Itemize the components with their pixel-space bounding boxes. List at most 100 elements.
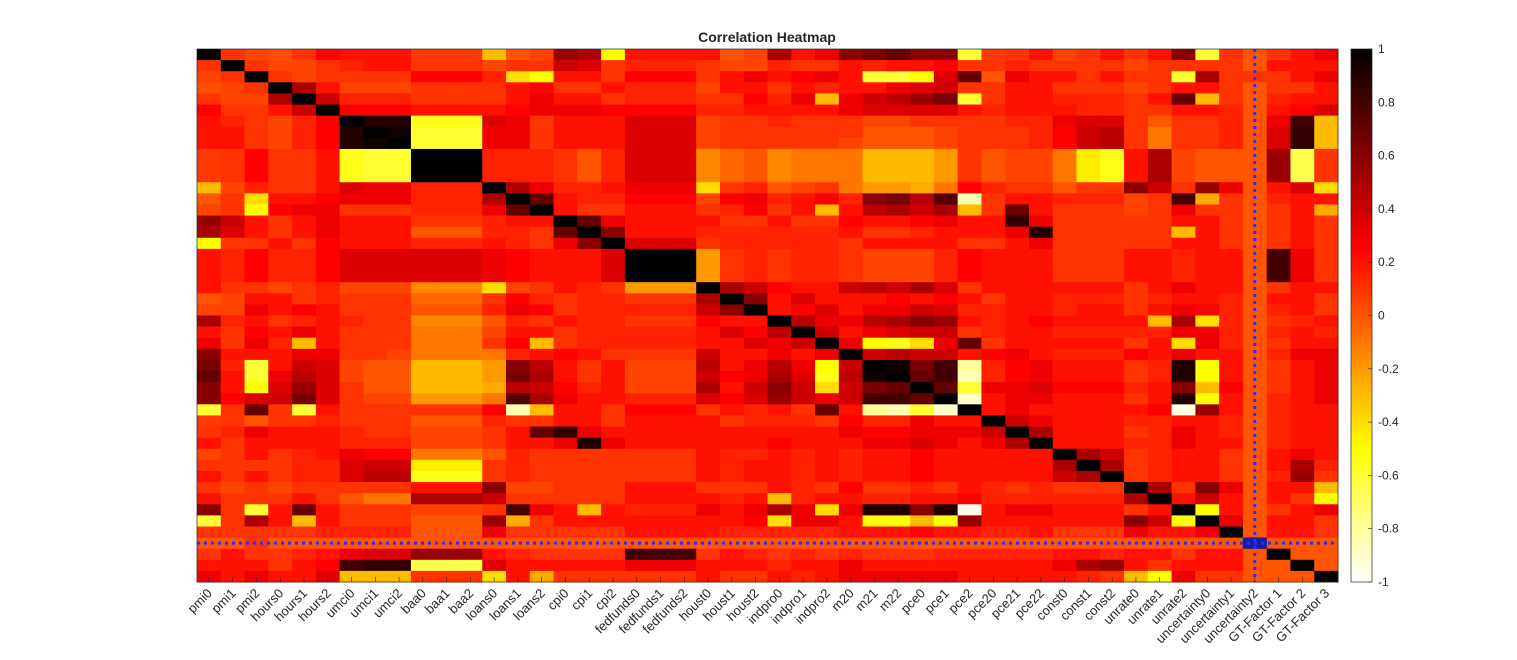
heatmap-cell bbox=[933, 437, 959, 450]
heatmap-cell bbox=[886, 282, 911, 294]
heatmap-cell bbox=[672, 160, 697, 172]
heatmap-cell bbox=[1314, 548, 1339, 561]
heatmap-cell bbox=[886, 382, 911, 394]
heatmap-cell bbox=[767, 148, 792, 161]
heatmap-cell bbox=[838, 526, 864, 539]
heatmap-cell bbox=[719, 126, 745, 139]
heatmap-cell bbox=[197, 393, 222, 405]
heatmap-cell bbox=[838, 248, 864, 261]
heatmap-cell bbox=[1005, 237, 1030, 250]
heatmap-cell bbox=[1290, 137, 1315, 150]
heatmap-cell bbox=[387, 193, 412, 205]
heatmap-cell bbox=[886, 470, 911, 483]
heatmap-cell bbox=[1076, 93, 1101, 106]
heatmap-cell bbox=[458, 315, 483, 328]
heatmap-cell bbox=[1028, 515, 1054, 527]
heatmap-cell bbox=[339, 326, 364, 339]
heatmap-cell bbox=[1242, 371, 1268, 383]
heatmap-cell bbox=[1171, 71, 1196, 83]
colorbar-tick-label: -0.2 bbox=[1378, 362, 1399, 376]
heatmap-cell bbox=[648, 304, 673, 316]
heatmap-cell bbox=[577, 393, 602, 405]
heatmap-cell bbox=[553, 371, 578, 383]
heatmap-cell bbox=[1195, 526, 1220, 539]
heatmap-cell bbox=[1028, 359, 1054, 372]
heatmap-cell bbox=[577, 171, 602, 183]
heatmap-cell bbox=[672, 515, 697, 527]
heatmap-cell bbox=[1195, 71, 1220, 83]
heatmap-cell bbox=[1266, 304, 1291, 316]
heatmap-cell bbox=[957, 348, 982, 361]
heatmap-cell bbox=[933, 326, 959, 339]
heatmap-cell bbox=[696, 493, 721, 505]
heatmap-cell bbox=[482, 537, 507, 550]
heatmap-cell bbox=[1005, 204, 1030, 217]
heatmap-cell bbox=[1266, 271, 1291, 283]
heatmap-cell bbox=[220, 82, 246, 94]
heatmap-cell bbox=[1219, 160, 1244, 172]
heatmap-cell bbox=[1028, 282, 1054, 294]
heatmap-cell bbox=[767, 315, 792, 328]
heatmap-cell bbox=[791, 348, 816, 361]
heatmap-cell bbox=[268, 104, 293, 117]
heatmap-cell bbox=[339, 348, 364, 361]
heatmap-cell bbox=[910, 71, 935, 83]
heatmap-cell bbox=[506, 348, 531, 361]
heatmap-cell bbox=[506, 359, 531, 372]
heatmap-cell bbox=[244, 137, 269, 150]
heatmap-cell bbox=[529, 559, 555, 572]
heatmap-cell bbox=[743, 482, 768, 494]
heatmap-cell bbox=[529, 304, 555, 316]
heatmap-cell bbox=[315, 448, 341, 461]
heatmap-cell bbox=[767, 470, 792, 483]
heatmap-cell bbox=[1147, 126, 1173, 139]
heatmap-cell bbox=[1195, 193, 1220, 205]
heatmap-cell bbox=[767, 382, 792, 394]
heatmap-cell bbox=[197, 548, 222, 561]
heatmap-cell bbox=[292, 326, 317, 339]
heatmap-cell bbox=[315, 182, 341, 194]
heatmap-cell bbox=[292, 60, 317, 72]
heatmap-cell bbox=[1290, 459, 1315, 472]
heatmap-cell bbox=[696, 93, 721, 106]
heatmap-cell bbox=[1124, 259, 1149, 272]
heatmap-cell bbox=[743, 493, 768, 505]
heatmap-cell bbox=[838, 82, 864, 94]
heatmap-cell bbox=[1028, 182, 1054, 194]
heatmap-cell bbox=[672, 470, 697, 483]
heatmap-cell bbox=[910, 371, 935, 383]
heatmap-cell bbox=[506, 293, 531, 305]
heatmap-cell bbox=[648, 526, 673, 539]
heatmap-cell bbox=[910, 259, 935, 272]
heatmap-cell bbox=[624, 126, 650, 139]
heatmap-cell bbox=[696, 426, 721, 439]
heatmap-cell bbox=[624, 60, 650, 72]
heatmap-cell bbox=[696, 282, 721, 294]
heatmap-cell bbox=[1100, 204, 1125, 217]
heatmap-cell bbox=[815, 204, 840, 217]
heatmap-cell bbox=[624, 148, 650, 161]
heatmap-cell bbox=[529, 104, 555, 117]
heatmap-cell bbox=[220, 570, 246, 583]
heatmap-cell bbox=[719, 459, 745, 472]
heatmap-cell bbox=[482, 337, 507, 350]
heatmap-cell bbox=[268, 526, 293, 539]
heatmap-cell bbox=[339, 515, 364, 527]
heatmap-cell bbox=[482, 60, 507, 72]
heatmap-cell bbox=[886, 226, 911, 239]
heatmap-cell bbox=[910, 459, 935, 472]
heatmap-cell bbox=[458, 404, 483, 416]
heatmap-cell bbox=[672, 537, 697, 550]
heatmap-cell bbox=[791, 171, 816, 183]
heatmap-cell bbox=[1124, 160, 1149, 172]
heatmap-cell bbox=[624, 315, 650, 328]
heatmap-cell bbox=[315, 237, 341, 250]
heatmap-cell bbox=[1076, 248, 1101, 261]
heatmap-cell bbox=[601, 148, 626, 161]
heatmap-cell bbox=[197, 537, 222, 550]
heatmap-cell bbox=[339, 293, 364, 305]
heatmap-cell bbox=[315, 426, 341, 439]
heatmap-cell bbox=[767, 271, 792, 283]
heatmap-cell bbox=[268, 115, 293, 128]
heatmap-cell bbox=[719, 559, 745, 572]
